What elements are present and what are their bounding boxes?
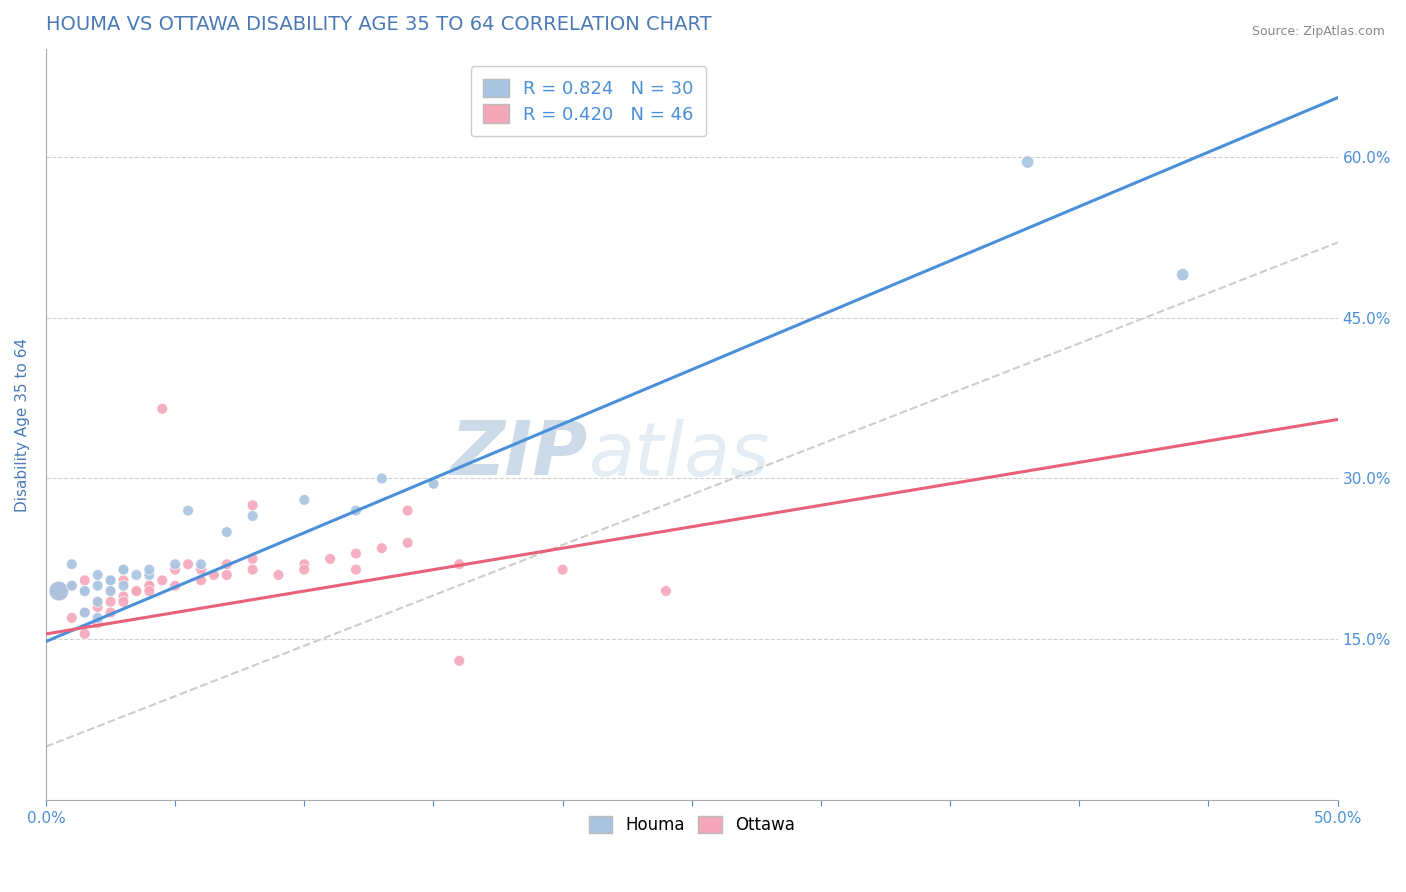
Point (112, 563, 135, 577)
Text: HOUMA VS OTTAWA DISABILITY AGE 35 TO 64 CORRELATION CHART: HOUMA VS OTTAWA DISABILITY AGE 35 TO 64 … (46, 15, 711, 34)
Point (86, 611, 108, 625)
Text: atlas: atlas (589, 419, 770, 491)
Point (86, 595, 108, 609)
Point (371, 541, 394, 556)
Point (100, 595, 122, 609)
Point (150, 401, 173, 416)
Point (138, 579, 160, 593)
Point (292, 563, 315, 577)
Point (125, 584, 148, 599)
Point (112, 595, 135, 609)
Point (86, 616, 108, 631)
Point (551, 563, 574, 577)
Point (125, 568, 148, 582)
Point (138, 579, 160, 593)
Point (73, 584, 96, 599)
Point (73, 584, 96, 599)
Point (215, 524, 238, 539)
Point (86, 568, 108, 582)
Point (100, 574, 122, 588)
Point (202, 568, 225, 582)
Point (73, 606, 96, 620)
Point (267, 568, 290, 582)
Point (177, 558, 200, 572)
Point (138, 563, 160, 577)
Point (112, 579, 135, 593)
Point (73, 627, 96, 641)
Point (100, 584, 122, 599)
Point (371, 471, 394, 485)
Legend: Houma, Ottawa: Houma, Ottawa (576, 805, 807, 846)
Point (73, 606, 96, 620)
Point (100, 574, 122, 588)
Point (112, 563, 135, 577)
Point (396, 503, 419, 517)
Point (292, 558, 315, 572)
Point (125, 584, 148, 599)
Point (242, 508, 264, 523)
Point (73, 574, 96, 588)
Point (138, 568, 160, 582)
Point (86, 579, 108, 593)
Point (1171, 268, 1194, 282)
Y-axis label: Disability Age 35 to 64: Disability Age 35 to 64 (15, 338, 30, 512)
Point (86, 600, 108, 615)
Point (60, 611, 83, 625)
Point (165, 563, 187, 577)
Text: Source: ZipAtlas.com: Source: ZipAtlas.com (1251, 25, 1385, 38)
Point (86, 595, 108, 609)
Point (165, 558, 187, 572)
Text: ZIP: ZIP (451, 418, 589, 491)
Point (292, 492, 315, 507)
Point (655, 584, 678, 599)
Point (344, 503, 367, 517)
Point (190, 563, 212, 577)
Point (242, 552, 264, 566)
Point (60, 558, 83, 572)
Point (60, 579, 83, 593)
Point (190, 574, 212, 588)
Point (190, 558, 212, 572)
Point (215, 558, 238, 572)
Point (449, 654, 471, 668)
Point (100, 606, 122, 620)
Point (48, 584, 70, 599)
Point (60, 579, 83, 593)
Point (422, 476, 444, 491)
Point (150, 574, 173, 588)
Point (242, 498, 264, 512)
Point (48, 584, 70, 599)
Point (1017, 155, 1039, 169)
Point (177, 503, 200, 517)
Point (100, 584, 122, 599)
Point (215, 568, 238, 582)
Point (138, 584, 160, 599)
Point (112, 574, 135, 588)
Point (396, 536, 419, 550)
Point (112, 590, 135, 604)
Point (165, 579, 187, 593)
Point (242, 563, 264, 577)
Point (319, 552, 342, 566)
Point (344, 563, 367, 577)
Point (449, 558, 471, 572)
Point (344, 547, 367, 561)
